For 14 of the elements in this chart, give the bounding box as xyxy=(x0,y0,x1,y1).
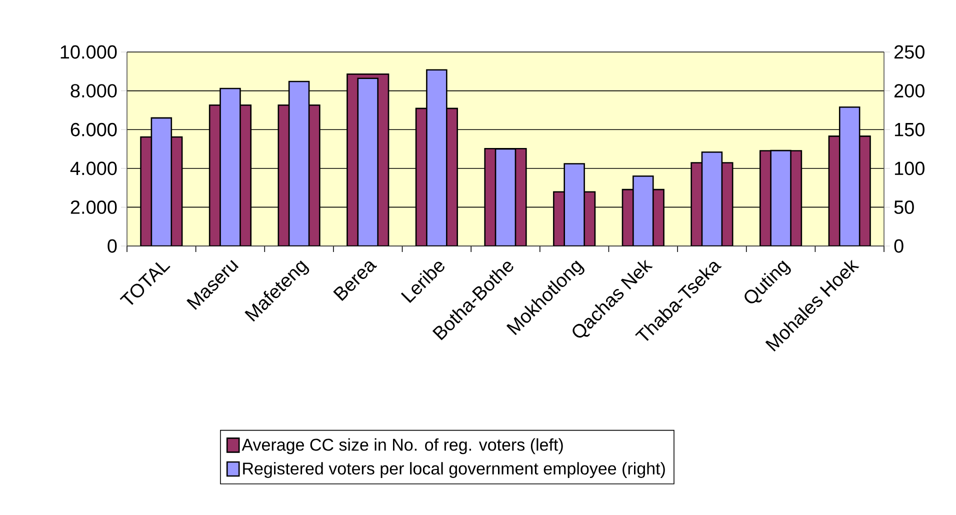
legend-label: Registered voters per local government employee (right) xyxy=(243,462,665,478)
y-tick-label: 10.000 xyxy=(60,45,117,59)
y-tick-label: 8.000 xyxy=(70,84,117,98)
y2-tick-label: 200 xyxy=(894,84,924,98)
y2-tick-label: 50 xyxy=(894,200,914,214)
y-tick-label: 6.000 xyxy=(70,122,117,136)
y2-tick-label: 0 xyxy=(894,239,904,253)
y-tick-label: 0 xyxy=(108,239,117,253)
y-tick-label: 2.000 xyxy=(70,200,117,214)
y2-tick-label: 150 xyxy=(894,122,924,136)
y-tick-label: 4.000 xyxy=(70,162,117,176)
y2-tick-label: 100 xyxy=(894,162,924,176)
legend-label: Average CC size in No. of reg. voters (left) xyxy=(242,438,563,454)
y2-tick-label: 250 xyxy=(894,45,924,59)
